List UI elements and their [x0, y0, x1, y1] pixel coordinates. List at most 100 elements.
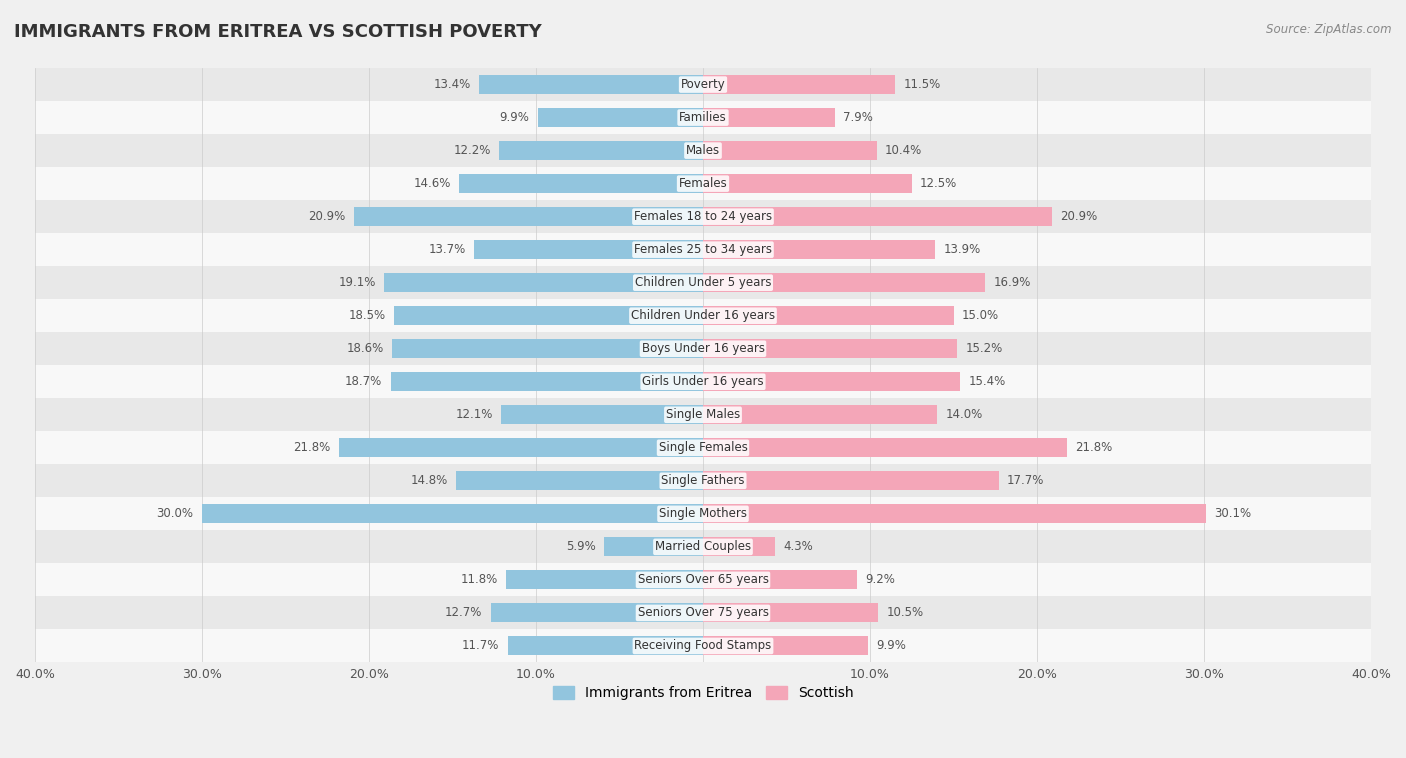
- Bar: [35, 101, 1371, 134]
- Bar: [703, 637, 869, 656]
- Text: 13.4%: 13.4%: [433, 78, 471, 91]
- Bar: [703, 570, 856, 590]
- Text: Boys Under 16 years: Boys Under 16 years: [641, 342, 765, 356]
- Bar: [35, 597, 1371, 629]
- Text: 21.8%: 21.8%: [1076, 441, 1112, 454]
- Text: 5.9%: 5.9%: [567, 540, 596, 553]
- Text: Married Couples: Married Couples: [655, 540, 751, 553]
- Bar: [703, 339, 957, 359]
- Bar: [456, 471, 703, 490]
- Text: 17.7%: 17.7%: [1007, 475, 1045, 487]
- Bar: [703, 273, 986, 293]
- Text: Single Fathers: Single Fathers: [661, 475, 745, 487]
- Text: 9.9%: 9.9%: [499, 111, 529, 124]
- Bar: [35, 497, 1371, 531]
- Text: Girls Under 16 years: Girls Under 16 years: [643, 375, 763, 388]
- Bar: [35, 531, 1371, 563]
- Text: 12.2%: 12.2%: [454, 144, 491, 157]
- Bar: [35, 167, 1371, 200]
- Text: Single Females: Single Females: [658, 441, 748, 454]
- Text: 16.9%: 16.9%: [994, 276, 1031, 290]
- Bar: [35, 398, 1371, 431]
- Text: Males: Males: [686, 144, 720, 157]
- Text: 12.7%: 12.7%: [446, 606, 482, 619]
- Text: Seniors Over 65 years: Seniors Over 65 years: [637, 573, 769, 587]
- Bar: [703, 504, 1206, 524]
- Bar: [508, 637, 703, 656]
- Text: Females: Females: [679, 177, 727, 190]
- Text: 4.3%: 4.3%: [783, 540, 813, 553]
- Bar: [703, 471, 998, 490]
- Bar: [202, 504, 703, 524]
- Bar: [35, 431, 1371, 465]
- Text: Poverty: Poverty: [681, 78, 725, 91]
- Text: 14.6%: 14.6%: [413, 177, 451, 190]
- Bar: [605, 537, 703, 556]
- Text: 15.4%: 15.4%: [969, 375, 1005, 388]
- Bar: [703, 207, 1052, 226]
- Text: Source: ZipAtlas.com: Source: ZipAtlas.com: [1267, 23, 1392, 36]
- Bar: [506, 570, 703, 590]
- Text: Females 25 to 34 years: Females 25 to 34 years: [634, 243, 772, 256]
- Bar: [703, 174, 911, 193]
- Bar: [703, 108, 835, 127]
- Bar: [35, 266, 1371, 299]
- Bar: [392, 339, 703, 359]
- Bar: [703, 438, 1067, 457]
- Text: 13.9%: 13.9%: [943, 243, 981, 256]
- Bar: [35, 629, 1371, 662]
- Text: Receiving Food Stamps: Receiving Food Stamps: [634, 640, 772, 653]
- Legend: Immigrants from Eritrea, Scottish: Immigrants from Eritrea, Scottish: [547, 681, 859, 706]
- Text: 11.7%: 11.7%: [461, 640, 499, 653]
- Bar: [703, 240, 935, 259]
- Bar: [35, 134, 1371, 167]
- Bar: [703, 406, 936, 424]
- Text: 13.7%: 13.7%: [429, 243, 465, 256]
- Text: 30.0%: 30.0%: [156, 507, 194, 520]
- Text: Children Under 16 years: Children Under 16 years: [631, 309, 775, 322]
- Bar: [35, 332, 1371, 365]
- Text: 11.8%: 11.8%: [460, 573, 498, 587]
- Bar: [460, 174, 703, 193]
- Bar: [354, 207, 703, 226]
- Bar: [474, 240, 703, 259]
- Text: Females 18 to 24 years: Females 18 to 24 years: [634, 210, 772, 223]
- Text: 15.2%: 15.2%: [965, 342, 1002, 356]
- Bar: [35, 299, 1371, 332]
- Bar: [703, 306, 953, 325]
- Text: 18.7%: 18.7%: [344, 375, 382, 388]
- Bar: [499, 141, 703, 160]
- Text: 12.5%: 12.5%: [920, 177, 957, 190]
- Bar: [537, 108, 703, 127]
- Text: 14.0%: 14.0%: [945, 409, 983, 421]
- Bar: [479, 75, 703, 94]
- Bar: [35, 200, 1371, 233]
- Bar: [384, 273, 703, 293]
- Text: Single Males: Single Males: [666, 409, 740, 421]
- Text: 10.5%: 10.5%: [887, 606, 924, 619]
- Text: 9.2%: 9.2%: [865, 573, 894, 587]
- Text: 10.4%: 10.4%: [884, 144, 922, 157]
- Text: 12.1%: 12.1%: [456, 409, 492, 421]
- Text: Single Mothers: Single Mothers: [659, 507, 747, 520]
- Bar: [703, 603, 879, 622]
- Text: Children Under 5 years: Children Under 5 years: [634, 276, 772, 290]
- Text: Seniors Over 75 years: Seniors Over 75 years: [637, 606, 769, 619]
- Bar: [35, 465, 1371, 497]
- Text: 18.5%: 18.5%: [349, 309, 385, 322]
- Text: Families: Families: [679, 111, 727, 124]
- Text: 21.8%: 21.8%: [294, 441, 330, 454]
- Text: 20.9%: 20.9%: [1060, 210, 1098, 223]
- Bar: [394, 306, 703, 325]
- Text: 18.6%: 18.6%: [347, 342, 384, 356]
- Bar: [703, 372, 960, 391]
- Bar: [35, 68, 1371, 101]
- Text: 20.9%: 20.9%: [308, 210, 346, 223]
- Text: 30.1%: 30.1%: [1213, 507, 1251, 520]
- Bar: [491, 603, 703, 622]
- Text: 7.9%: 7.9%: [844, 111, 873, 124]
- Bar: [501, 406, 703, 424]
- Text: 19.1%: 19.1%: [339, 276, 375, 290]
- Bar: [703, 537, 775, 556]
- Bar: [703, 141, 877, 160]
